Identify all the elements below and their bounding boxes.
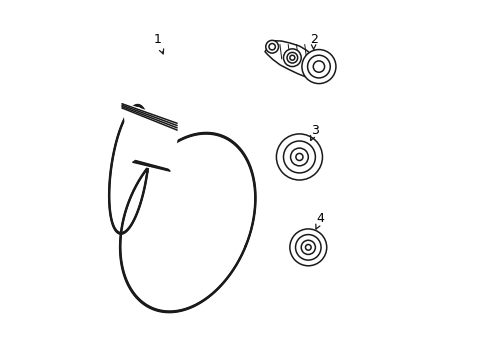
Circle shape xyxy=(283,49,301,67)
Circle shape xyxy=(313,61,324,72)
Circle shape xyxy=(301,50,335,84)
Text: 3: 3 xyxy=(310,124,319,140)
Circle shape xyxy=(301,240,315,255)
Circle shape xyxy=(305,244,310,250)
Circle shape xyxy=(283,141,315,173)
Text: 2: 2 xyxy=(309,33,317,50)
Circle shape xyxy=(307,55,329,78)
Circle shape xyxy=(289,229,326,266)
Circle shape xyxy=(290,148,307,166)
Circle shape xyxy=(295,153,303,161)
Polygon shape xyxy=(264,41,316,77)
Circle shape xyxy=(265,40,278,53)
Text: 4: 4 xyxy=(315,212,324,229)
Circle shape xyxy=(289,55,294,60)
Polygon shape xyxy=(122,102,181,173)
Text: 1: 1 xyxy=(153,33,163,54)
Circle shape xyxy=(295,235,321,260)
Circle shape xyxy=(286,53,297,63)
Circle shape xyxy=(276,134,322,180)
